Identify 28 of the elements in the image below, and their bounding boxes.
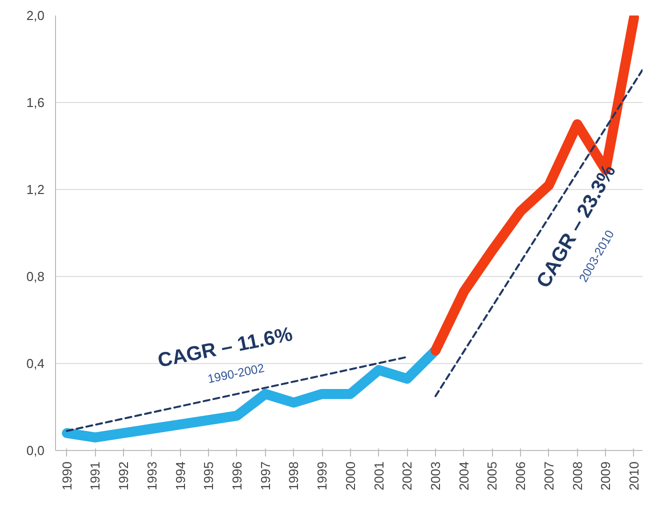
y-tick-label: 0,8 xyxy=(26,269,45,284)
x-tick-label: 2005 xyxy=(484,462,500,490)
x-tick-label: 1991 xyxy=(88,462,103,490)
x-tick-label: 2009 xyxy=(598,462,614,490)
y-tick-label: 0,4 xyxy=(26,356,45,371)
x-tick-label: 2002 xyxy=(400,462,415,490)
x-tick-label: 1999 xyxy=(314,462,330,490)
x-tick-label: 1997 xyxy=(258,462,273,490)
x-tick-label: 1995 xyxy=(201,462,216,490)
x-tick-label: 2006 xyxy=(513,462,528,490)
y-tick-label: 1,2 xyxy=(26,182,45,197)
x-tick-label: 1994 xyxy=(172,462,188,490)
x-tick-label: 2004 xyxy=(456,462,472,490)
y-tick-label: 2,0 xyxy=(26,8,45,23)
x-tick-label: 1992 xyxy=(116,462,132,490)
y-tick-label: 1,6 xyxy=(26,95,45,110)
x-tick-label: 2003 xyxy=(428,462,443,490)
x-tick-label: 2000 xyxy=(342,462,358,490)
x-tick-label: 2010 xyxy=(626,462,642,490)
x-tick-label: 1998 xyxy=(286,462,302,490)
x-tick-label: 2008 xyxy=(570,462,585,490)
x-tick-label: 1993 xyxy=(144,462,160,490)
x-tick-label: 1990 xyxy=(59,462,74,490)
x-tick-label: 1996 xyxy=(229,462,244,490)
annotation: 1990-2002 xyxy=(206,360,266,386)
y-tick-label: 0,0 xyxy=(26,443,45,458)
x-tick-label: 2007 xyxy=(541,462,556,490)
x-tick-label: 2001 xyxy=(371,462,386,490)
